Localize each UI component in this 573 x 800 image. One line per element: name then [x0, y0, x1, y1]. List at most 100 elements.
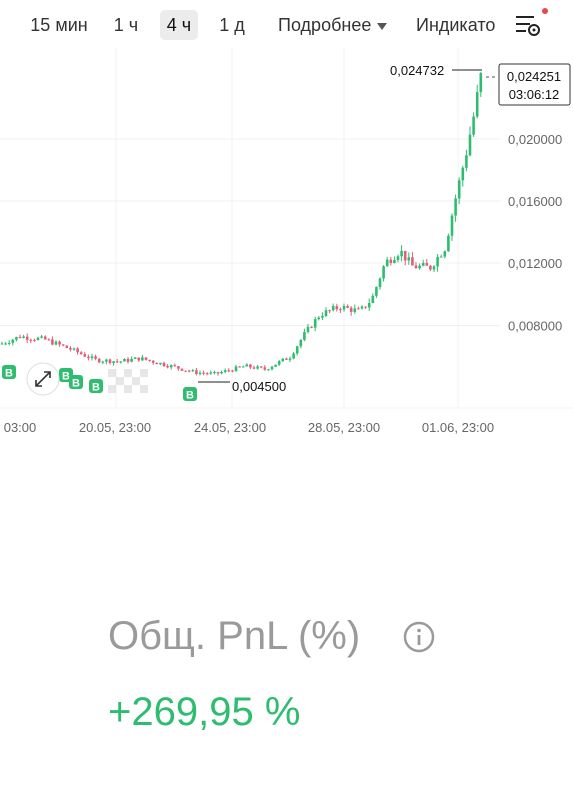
y-tick-label: 0,012000 [508, 256, 562, 271]
candle-body [61, 344, 65, 346]
candle-body [177, 366, 180, 369]
x-tick-label: 03:00 [4, 420, 37, 435]
candle-body [18, 336, 22, 338]
candle-body [429, 265, 432, 270]
candle-body [310, 326, 313, 328]
caret-down-icon [377, 22, 388, 30]
candle-body [137, 357, 141, 361]
indicators-tab[interactable]: Индикато [416, 15, 496, 35]
loading-checker-pattern [108, 369, 148, 393]
candle-body [144, 357, 148, 360]
candle-body [191, 370, 195, 372]
candle-body [108, 359, 112, 364]
candle-body [22, 336, 25, 338]
notification-dot [542, 8, 548, 14]
candle-body [115, 361, 119, 363]
candle-body [288, 358, 292, 360]
candle-body [213, 372, 216, 374]
candle-body [223, 370, 227, 373]
candle-body [234, 366, 238, 372]
candle-body [11, 339, 15, 343]
candle-body [382, 266, 385, 279]
candle-body [195, 370, 198, 374]
candle-body [457, 180, 461, 199]
candle-body [123, 358, 126, 362]
candle-body [270, 366, 274, 370]
candle-body [475, 92, 479, 117]
buy-markers: B BB BB [2, 365, 197, 402]
candle-body [141, 357, 144, 361]
candle-body [231, 370, 234, 372]
timeframe-1d[interactable]: 1 д [219, 15, 245, 35]
candle-body [367, 302, 371, 308]
candle-body [479, 73, 483, 93]
candle-body [25, 336, 29, 340]
candle-body [72, 348, 76, 350]
more-dropdown[interactable]: Подробнее [278, 10, 388, 40]
expand-icon [35, 371, 51, 387]
candle-body [425, 262, 429, 266]
candle-body [447, 235, 450, 252]
candle-body [0, 343, 4, 345]
candle-body [303, 332, 306, 340]
candle-body [450, 215, 454, 236]
timeframe-4h[interactable]: 4 ч [160, 10, 198, 40]
candle-body [349, 307, 353, 312]
candle-body [393, 260, 396, 263]
candle-body [15, 336, 18, 340]
buy-marker [2, 365, 16, 379]
candle-body [252, 367, 256, 369]
candle-body [79, 352, 83, 355]
candle-body [249, 364, 252, 368]
candle-body [94, 356, 97, 359]
candle-body [76, 348, 79, 353]
candle-body [47, 339, 51, 341]
candle-body [328, 310, 331, 312]
candle-body [245, 364, 249, 367]
candle-body [58, 341, 61, 345]
buy-marker-label: B [186, 390, 194, 402]
candle-body [220, 372, 223, 374]
candle-body [263, 367, 267, 370]
candle-body [295, 346, 299, 354]
settings-sliders-icon [516, 16, 540, 36]
buy-marker [183, 387, 197, 401]
candle-body [414, 265, 418, 269]
info-icon[interactable] [402, 620, 436, 654]
candle-body [205, 373, 209, 375]
candle-body [472, 116, 475, 135]
candle-body [299, 339, 303, 347]
candle-body [155, 362, 159, 365]
candle-body [65, 345, 69, 348]
candle-body [357, 308, 360, 310]
timeframe-15m[interactable]: 15 мин [30, 15, 88, 35]
candle-body [403, 250, 407, 261]
buy-marker-label: B [72, 378, 80, 390]
candle-body [375, 287, 378, 296]
fullscreen-button[interactable] [26, 362, 60, 396]
candle-body [87, 356, 90, 359]
candle-body [317, 317, 321, 320]
candlestick-chart[interactable]: B BB BB 0,024732 0,024251 03:06:12 0,00450… [0, 48, 573, 448]
candle-body [439, 256, 443, 258]
candle-body [306, 326, 310, 333]
candle-body [285, 358, 288, 360]
y-tick-label: 0,020000 [508, 132, 562, 147]
candle-body [216, 372, 220, 374]
candle-body [173, 365, 177, 367]
candle-body [461, 167, 465, 181]
candle-body [432, 266, 436, 270]
total-pnl-value: +269,95 % [108, 690, 301, 734]
candle-body [83, 354, 87, 357]
candle-body [7, 342, 11, 344]
candle-body [274, 364, 277, 367]
x-axis: 03:00 20.05, 23:00 24.05, 23:00 28.05, 23:0… [4, 420, 494, 435]
timeframe-1h[interactable]: 1 ч [113, 15, 139, 35]
candle-body [468, 134, 472, 156]
candle-body [166, 365, 169, 368]
candle-body [112, 361, 115, 364]
chart-settings-button[interactable] [512, 8, 548, 40]
candle-body [29, 339, 33, 341]
buy-marker-label: B [62, 371, 70, 383]
candle-body [256, 366, 259, 369]
